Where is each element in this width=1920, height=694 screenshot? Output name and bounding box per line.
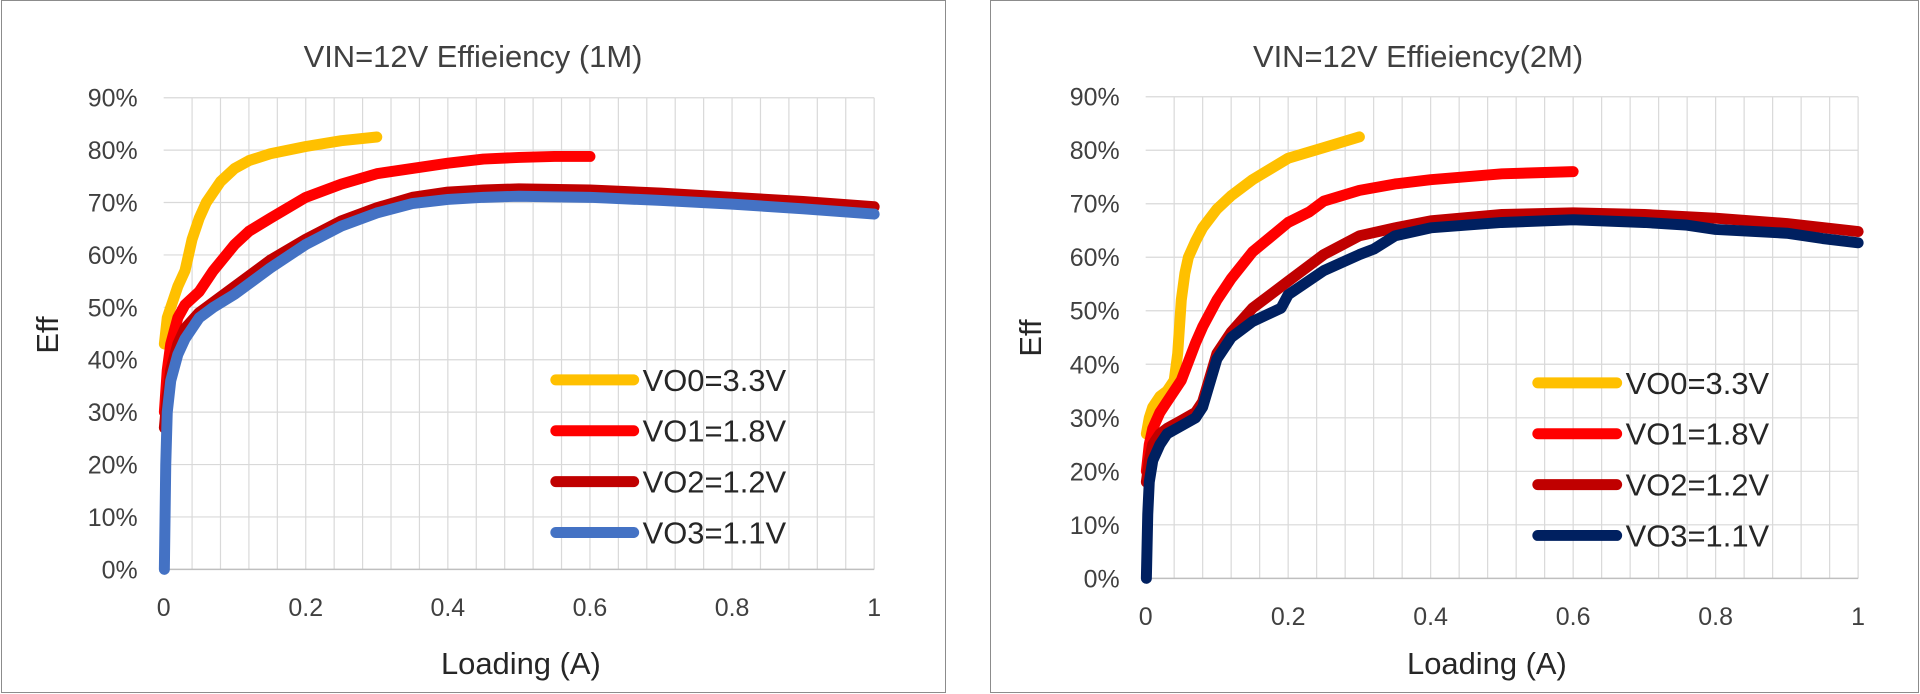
chart-1-ylabel: Eff bbox=[30, 316, 65, 354]
chart-2-series-line-0 bbox=[1140, 131, 1365, 440]
chart-2-ytick-label: 90% bbox=[1070, 84, 1120, 112]
chart-2-xtick-label: 0 bbox=[1139, 603, 1153, 631]
chart-2-ytick-label: 50% bbox=[1070, 298, 1120, 326]
chart-2-xlabel: Loading (A) bbox=[1407, 646, 1567, 681]
chart-1-xtick-label: 0.2 bbox=[288, 594, 323, 622]
chart-1-svg: VIN=12V Effieiency (1M) Loading (A) Eff … bbox=[30, 39, 881, 681]
chart-2-legend: VO0=3.3V VO1=1.8V VO2=1.2V VO3=1.1V bbox=[1532, 366, 1770, 553]
chart-1-xtick-label: 0.6 bbox=[573, 594, 608, 622]
chart-1-series-line-3 bbox=[158, 190, 880, 575]
chart-1-legend-label: VO2=1.2V bbox=[643, 465, 787, 500]
chart-1-series-line-0 bbox=[158, 131, 383, 350]
efficiency-chart-2m: VIN=12V Effieiency(2M) Loading (A) Eff 0… bbox=[990, 0, 1919, 693]
chart-1-xlabel: Loading (A) bbox=[441, 646, 601, 681]
chart-2-ytick-label: 20% bbox=[1070, 458, 1120, 486]
chart-1-legend: VO0=3.3V VO1=1.8V VO2=1.2V VO3=1.1V bbox=[550, 363, 787, 550]
chart-1-ytick-label: 10% bbox=[88, 504, 138, 532]
chart-1-ytick-label: 0% bbox=[102, 556, 138, 584]
chart-2-ytick-label: 0% bbox=[1084, 565, 1120, 593]
chart-2-series-line-1 bbox=[1140, 166, 1579, 477]
chart-2-legend-label: VO3=1.1V bbox=[1626, 518, 1770, 553]
chart-1-ytick-label: 70% bbox=[88, 190, 138, 218]
chart-2-legend-label: VO1=1.8V bbox=[1626, 417, 1770, 452]
chart-2-xtick-label: 1 bbox=[1851, 603, 1865, 631]
chart-1-ytick-label: 20% bbox=[88, 452, 138, 480]
chart-2-xtick-label: 0.6 bbox=[1556, 603, 1591, 631]
chart-2-ytick-label: 70% bbox=[1070, 191, 1120, 219]
chart-1-xtick-label: 0 bbox=[157, 594, 171, 622]
chart-1-ytick-label: 60% bbox=[88, 242, 138, 270]
chart-2-ytick-label: 30% bbox=[1070, 405, 1120, 433]
chart-1-legend-label: VO0=3.3V bbox=[643, 363, 787, 398]
chart-2-title: VIN=12V Effieiency(2M) bbox=[1253, 39, 1583, 74]
chart-2-xtick-label: 0.4 bbox=[1413, 603, 1448, 631]
chart-2-ytick-label: 40% bbox=[1070, 351, 1120, 379]
chart-1-ytick-label: 50% bbox=[88, 294, 138, 322]
chart-1-xtick-label: 1 bbox=[867, 594, 881, 622]
chart-2-svg: VIN=12V Effieiency(2M) Loading (A) Eff 0… bbox=[1013, 39, 1865, 681]
chart-2-ytick-label: 80% bbox=[1070, 137, 1120, 165]
chart-2-legend-label: VO2=1.2V bbox=[1626, 468, 1770, 503]
chart-2-series-line-3 bbox=[1140, 214, 1864, 584]
chart-2-xtick-label: 0.2 bbox=[1271, 603, 1306, 631]
chart-1-legend-label: VO3=1.1V bbox=[643, 515, 787, 550]
chart-2-ytick-label: 10% bbox=[1070, 512, 1120, 540]
chart-1-ytick-label: 30% bbox=[88, 399, 138, 427]
chart-2-xtick-label: 0.8 bbox=[1698, 603, 1733, 631]
chart-1-xtick-label: 0.4 bbox=[431, 594, 466, 622]
chart-2-ytick-label: 60% bbox=[1070, 244, 1120, 272]
chart-2-legend-label: VO0=3.3V bbox=[1626, 366, 1770, 401]
chart-1-xtick-label: 0.8 bbox=[715, 594, 750, 622]
chart-1-gridlines bbox=[163, 97, 875, 570]
chart-1-series-line-1 bbox=[158, 150, 596, 418]
chart-2-ylabel: Eff bbox=[1013, 319, 1048, 357]
chart-1-title: VIN=12V Effieiency (1M) bbox=[304, 39, 643, 74]
chart-1-ytick-label: 90% bbox=[88, 85, 138, 113]
chart-1-ytick-label: 80% bbox=[88, 137, 138, 165]
chart-1-legend-label: VO1=1.8V bbox=[643, 414, 787, 449]
chart-1-ytick-label: 40% bbox=[88, 347, 138, 375]
efficiency-chart-1m: VIN=12V Effieiency (1M) Loading (A) Eff … bbox=[1, 0, 946, 693]
